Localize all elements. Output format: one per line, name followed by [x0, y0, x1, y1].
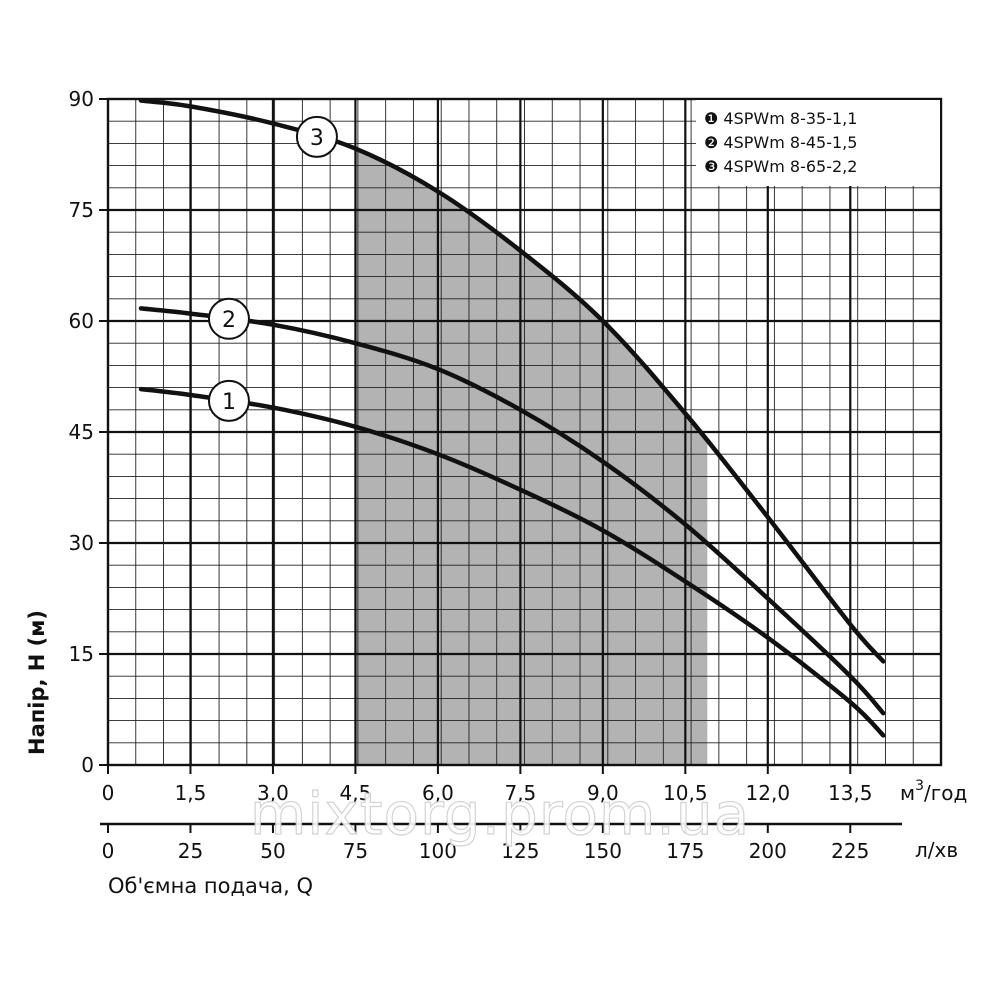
x-tick-label: 12,0 [746, 781, 791, 805]
legend-entry-1: ❶ 4SPWm 8-35-1,1 [704, 109, 857, 128]
x-tick-label: 3,0 [257, 781, 289, 805]
watermark: mixtorg.prom.ua [250, 780, 750, 848]
x2-tick-label: 150 [584, 839, 622, 863]
curve-marker-3 [295, 115, 338, 158]
y-tick-label: 75 [69, 198, 94, 222]
y-tick-label: 15 [69, 642, 94, 666]
x2-tick-label: 0 [102, 839, 115, 863]
x-tick-label: 0 [102, 781, 115, 805]
x-unit-primary: м3/год [900, 778, 967, 805]
y-tick-label: 90 [69, 87, 94, 111]
working-range-area [355, 148, 708, 765]
series-line-2 [138, 306, 886, 716]
x-tick-label: 9,0 [587, 781, 619, 805]
working-range-shade [355, 148, 708, 765]
x2-tick-label: 225 [831, 839, 869, 863]
chart-series [138, 98, 886, 738]
x2-tick-label: 200 [749, 839, 787, 863]
y-tick-label: 0 [81, 753, 94, 777]
x-unit-secondary: л/хв [915, 838, 958, 862]
legend-entry-2: ❷ 4SPWm 8-45-1,5 [704, 133, 857, 152]
x-axis-title: Об'ємна подача, Q [108, 874, 313, 898]
curve-marker-1 [207, 379, 250, 422]
legend-entry-3: ❸ 4SPWm 8-65-2,2 [704, 157, 857, 176]
curve-marker-label-1: 1 [222, 390, 236, 415]
x2-tick-label: 75 [343, 839, 368, 863]
x-tick-label: 10,5 [663, 781, 708, 805]
y-axis-title: Напір, Н (м) [25, 610, 49, 755]
x2-tick-label: 50 [260, 839, 285, 863]
chart-grid [108, 99, 941, 765]
y-tick-label: 60 [69, 309, 94, 333]
x2-tick-label: 175 [666, 839, 704, 863]
curve-marker-label-3: 3 [310, 126, 324, 151]
x-tick-label: 7,5 [504, 781, 536, 805]
x2-tick-label: 100 [419, 839, 457, 863]
tick-labels: 0 1,5 3,0 4,5 6,0 7,5 9,0 10,5 12,0 13,50 25 50 75 10… [69, 87, 873, 863]
x-tick-label: 1,5 [175, 781, 207, 805]
x2-tick-label: 25 [178, 839, 203, 863]
x2-tick-label: 125 [501, 839, 539, 863]
curve-labels: 1 2 3 [207, 115, 338, 422]
x-tick-label: 4,5 [340, 781, 372, 805]
y-tick-label: 45 [69, 420, 94, 444]
y-tick-label: 30 [69, 531, 94, 555]
legend: ❶ 4SPWm 8-35-1,1 ❷ 4SPWm 8-45-1,5 ❸ 4SPWm … [696, 100, 940, 186]
legend-box [696, 100, 940, 186]
chart-axes [99, 97, 943, 833]
series-line-3 [138, 98, 886, 664]
x-tick-label: 6,0 [422, 781, 454, 805]
curve-marker-2 [207, 297, 250, 340]
curve-marker-label-2: 2 [222, 308, 236, 333]
series-line-1 [138, 386, 886, 738]
x-tick-label: 13,5 [828, 781, 873, 805]
